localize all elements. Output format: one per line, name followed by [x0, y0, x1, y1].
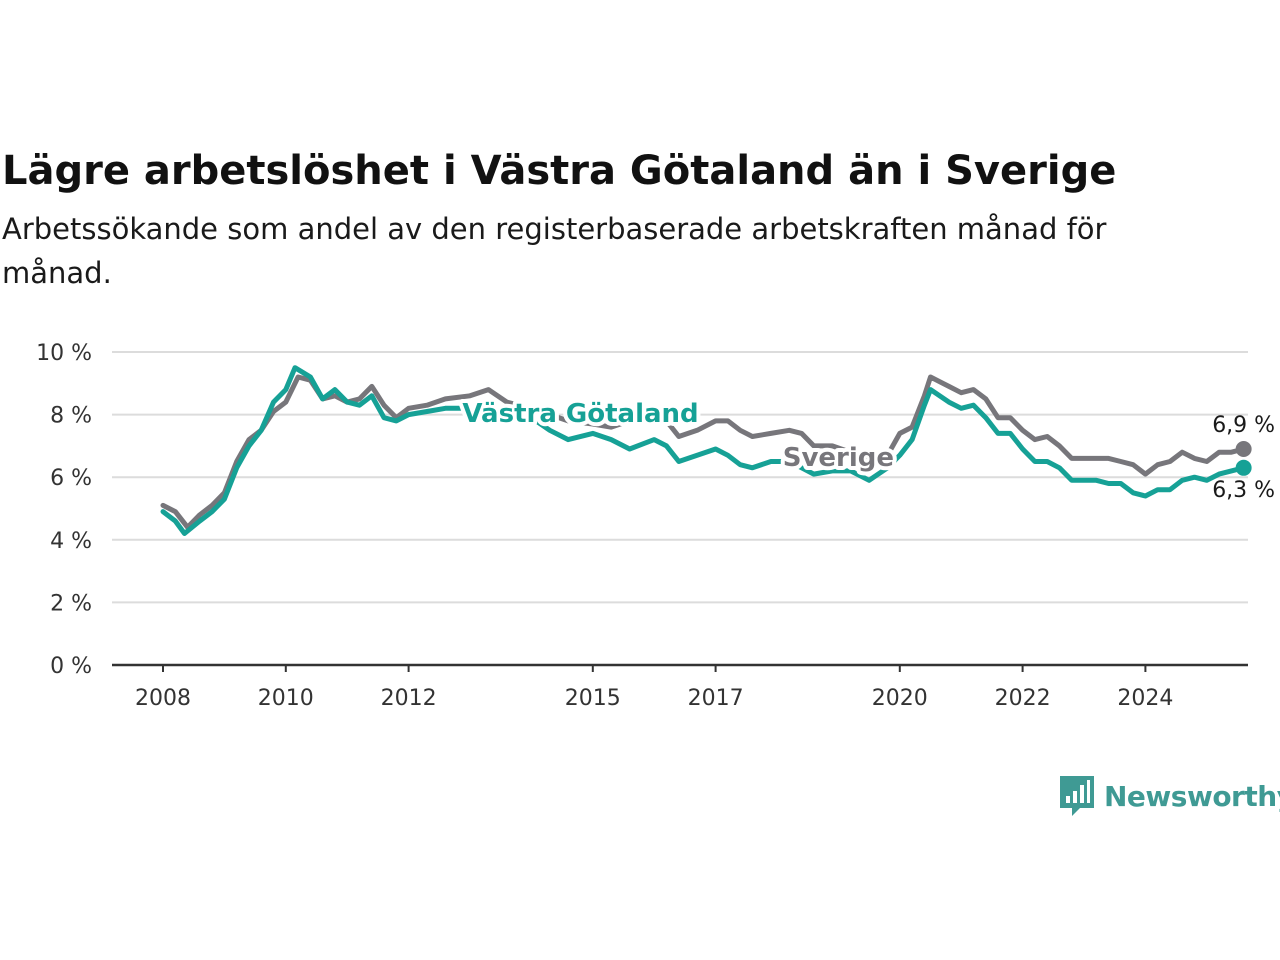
bar-chart-speech-bubble-icon [1060, 776, 1094, 816]
x-tick-label: 2012 [381, 686, 437, 711]
y-tick-label: 10 % [36, 341, 92, 366]
x-tick-label: 2010 [258, 686, 314, 711]
series-label-vastra: Västra Götaland [462, 399, 698, 429]
y-tick-label: 6 % [50, 466, 92, 491]
x-tick-label: 2020 [872, 686, 928, 711]
y-tick-label: 4 % [50, 529, 92, 554]
x-tick-label: 2008 [135, 686, 191, 711]
end-value-label-vastra: 6,3 % [1212, 478, 1275, 503]
end-point-sverige [1235, 441, 1252, 458]
brand-logo: Newsworthy [1058, 774, 1280, 818]
series-line-vastra [160, 365, 1247, 536]
brand-name: Newsworthy [1104, 779, 1280, 813]
y-tick-label: 0 % [50, 654, 92, 679]
y-tick-label: 8 % [50, 404, 92, 429]
chart-subtitle: Arbetssökande som andel av den registerb… [2, 212, 1107, 290]
x-tick-label: 2022 [995, 686, 1051, 711]
x-tick-label: 2024 [1117, 686, 1173, 711]
x-tick-label: 2015 [565, 686, 621, 711]
series-label-sverige: Sverige [783, 443, 894, 473]
end-value-label-sverige: 6,9 % [1212, 413, 1275, 438]
x-tick-label: 2017 [688, 686, 744, 711]
y-tick-label: 2 % [50, 591, 92, 616]
chart-title: Lägre arbetslöshet i Västra Götaland än … [2, 148, 1117, 194]
line-chart: 0 % 2 % 4 % 6 % 8 % 10 % 2008 2010 2012 2015 2017 2… [36, 341, 1275, 711]
end-point-vastra [1235, 459, 1252, 476]
